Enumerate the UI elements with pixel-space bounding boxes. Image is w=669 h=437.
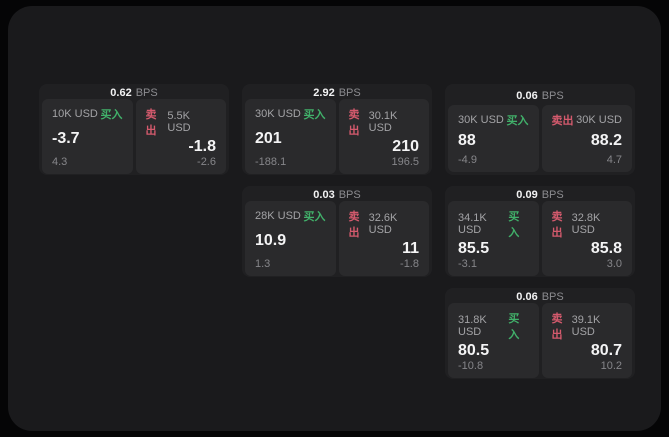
sell-change: 10.2: [600, 360, 622, 372]
quote-card: 0.09 BPS 34.1K USD 买入 85.5 -3.1 卖出 32.8K…: [445, 186, 635, 277]
sell-amount: 5.5K USD: [167, 110, 191, 134]
bps-header: 0.03 BPS: [242, 186, 432, 201]
quote-panels: 34.1K USD 买入 85.5 -3.1 卖出 32.8K USD 85.8…: [445, 201, 635, 277]
buy-amount: 30K USD: [458, 114, 504, 126]
buy-label: 买入: [100, 109, 123, 121]
quote-card: 0.06 BPS 30K USD 买入 88 -4.9 卖出 30K USD: [445, 84, 635, 175]
sell-change: 196.5: [391, 156, 419, 168]
sell-change: -2.6: [197, 156, 216, 168]
sell-label: 卖出: [348, 211, 360, 239]
buy-price: 85.5: [458, 240, 490, 257]
sell-amount: 30.1K USD: [368, 110, 398, 134]
sell-price: 11: [402, 240, 419, 257]
bps-value: 0.03: [313, 189, 335, 201]
buy-label: 买入: [303, 109, 326, 121]
buy-panel[interactable]: 34.1K USD 买入 85.5 -3.1: [448, 201, 539, 276]
buy-label: 买入: [508, 313, 520, 341]
sell-price: 88.2: [590, 132, 622, 149]
sell-label: 卖出: [551, 313, 563, 341]
bps-unit: BPS: [135, 87, 158, 99]
sell-panel[interactable]: 卖出 32.6K USD 11 -1.8: [338, 201, 429, 276]
buy-price: 80.5: [458, 342, 490, 359]
bps-unit: BPS: [541, 90, 564, 102]
bps-header: 0.62 BPS: [39, 84, 229, 99]
bps-header: 0.06 BPS: [445, 288, 635, 303]
buy-change: 4.3: [52, 156, 68, 168]
quote-card: 0.06 BPS 31.8K USD 买入 80.5 -10.8 卖出 39.1…: [445, 288, 635, 379]
sell-label: 卖出: [348, 109, 360, 137]
buy-change: 1.3: [255, 258, 271, 270]
sell-amount: 39.1K USD: [571, 314, 601, 338]
buy-amount: 10K USD: [52, 108, 98, 120]
bps-header: 2.92 BPS: [242, 84, 432, 99]
buy-change: -10.8: [458, 360, 484, 372]
bps-unit: BPS: [541, 291, 564, 303]
sell-price: 210: [392, 138, 419, 155]
sell-change: 3.0: [606, 258, 622, 270]
quote-panels: 31.8K USD 买入 80.5 -10.8 卖出 39.1K USD 80.…: [445, 303, 635, 379]
buy-label: 买入: [506, 115, 529, 127]
bps-header: 0.06 BPS: [445, 84, 635, 105]
quote-panels: 30K USD 买入 201 -188.1 卖出 30.1K USD 210 1…: [242, 99, 432, 175]
sell-change: 4.7: [606, 154, 622, 166]
sell-label: 卖出: [551, 211, 563, 239]
bps-value: 0.62: [110, 87, 132, 99]
bps-value: 0.06: [516, 90, 538, 102]
quote-card: 2.92 BPS 30K USD 买入 201 -188.1 卖出 30.1K …: [242, 84, 432, 175]
buy-panel[interactable]: 30K USD 买入 201 -188.1: [245, 99, 336, 174]
buy-price: 88: [458, 132, 476, 149]
buy-change: -3.1: [458, 258, 477, 270]
sell-panel[interactable]: 卖出 30K USD 88.2 4.7: [541, 105, 632, 172]
buy-amount: 30K USD: [255, 108, 301, 120]
bps-unit: BPS: [541, 189, 564, 201]
quote-card: 0.62 BPS 10K USD 买入 -3.7 4.3 卖出 5.5K USD: [39, 84, 229, 175]
sell-amount: 32.8K USD: [571, 212, 601, 236]
quote-panels: 30K USD 买入 88 -4.9 卖出 30K USD 88.2 4.7: [445, 105, 635, 175]
bps-value: 2.92: [313, 87, 335, 99]
sell-amount: 30K USD: [576, 114, 622, 126]
sell-amount: 32.6K USD: [368, 212, 398, 236]
buy-panel[interactable]: 10K USD 买入 -3.7 4.3: [42, 99, 133, 174]
buy-price: 10.9: [255, 232, 287, 249]
quote-card: 0.03 BPS 28K USD 买入 10.9 1.3 卖出 32.6K US…: [242, 186, 432, 277]
sell-change: -1.8: [400, 258, 419, 270]
bps-header: 0.09 BPS: [445, 186, 635, 201]
sell-label: 卖出: [551, 115, 574, 127]
sell-price: 80.7: [590, 342, 622, 359]
sell-label: 卖出: [145, 109, 157, 137]
bps-unit: BPS: [338, 189, 361, 201]
bps-unit: BPS: [338, 87, 361, 99]
buy-change: -188.1: [255, 156, 287, 168]
buy-amount: 31.8K USD: [458, 314, 487, 338]
app-frame: 0.62 BPS 10K USD 买入 -3.7 4.3 卖出 5.5K USD: [8, 6, 661, 431]
quote-panels: 28K USD 买入 10.9 1.3 卖出 32.6K USD 11 -1.8: [242, 201, 432, 277]
buy-panel[interactable]: 31.8K USD 买入 80.5 -10.8: [448, 303, 539, 378]
sell-panel[interactable]: 卖出 32.8K USD 85.8 3.0: [541, 201, 632, 276]
buy-label: 买入: [508, 211, 520, 239]
buy-amount: 28K USD: [255, 210, 301, 222]
sell-panel[interactable]: 卖出 5.5K USD -1.8 -2.6: [135, 99, 226, 174]
buy-price: 201: [255, 130, 282, 147]
sell-panel[interactable]: 卖出 39.1K USD 80.7 10.2: [541, 303, 632, 378]
buy-panel[interactable]: 28K USD 买入 10.9 1.3: [245, 201, 336, 276]
bps-value: 0.06: [516, 291, 538, 303]
buy-panel[interactable]: 30K USD 买入 88 -4.9: [448, 105, 539, 172]
sell-panel[interactable]: 卖出 30.1K USD 210 196.5: [338, 99, 429, 174]
quote-panels: 10K USD 买入 -3.7 4.3 卖出 5.5K USD -1.8 -2.…: [39, 99, 229, 175]
bps-value: 0.09: [516, 189, 538, 201]
sell-price: -1.8: [188, 138, 216, 155]
buy-price: -3.7: [52, 130, 80, 147]
buy-change: -4.9: [458, 154, 477, 166]
buy-amount: 34.1K USD: [458, 212, 487, 236]
sell-price: 85.8: [590, 240, 622, 257]
buy-label: 买入: [303, 211, 326, 223]
quote-cards-grid: 0.62 BPS 10K USD 买入 -3.7 4.3 卖出 5.5K USD: [39, 84, 635, 379]
